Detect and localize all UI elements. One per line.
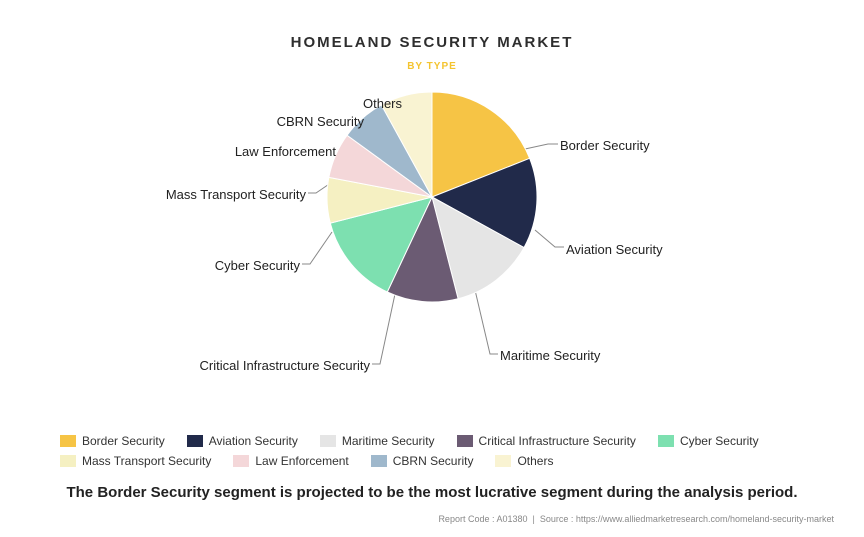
- slice-label: Others: [363, 96, 402, 111]
- legend-label: Cyber Security: [680, 434, 759, 448]
- legend-item: Mass Transport Security: [60, 454, 211, 468]
- slice-label: Border Security: [560, 138, 650, 153]
- legend-label: Mass Transport Security: [82, 454, 211, 468]
- legend-label: Border Security: [82, 434, 165, 448]
- source-label: Source :: [540, 514, 574, 524]
- source-url: https://www.alliedmarketresearch.com/hom…: [576, 514, 834, 524]
- footer: Report Code : A01380 | Source : https://…: [438, 514, 834, 524]
- legend-swatch: [233, 455, 249, 467]
- slice-label: Mass Transport Security: [166, 187, 306, 202]
- legend-item: Cyber Security: [658, 434, 759, 448]
- legend-label: Maritime Security: [342, 434, 435, 448]
- legend-swatch: [457, 435, 473, 447]
- legend-swatch: [371, 455, 387, 467]
- slice-label: Cyber Security: [215, 258, 300, 273]
- slice-label: Law Enforcement: [235, 144, 336, 159]
- legend-swatch: [658, 435, 674, 447]
- legend-item: Border Security: [60, 434, 165, 448]
- legend-swatch: [320, 435, 336, 447]
- slice-label: Critical Infrastructure Security: [200, 358, 371, 373]
- legend-item: CBRN Security: [371, 454, 474, 468]
- chart-subtitle: BY TYPE: [0, 51, 864, 72]
- slice-label: Aviation Security: [566, 242, 663, 257]
- report-code-label: Report Code :: [438, 514, 494, 524]
- leader-line: [535, 230, 564, 247]
- legend-swatch: [60, 455, 76, 467]
- legend-item: Aviation Security: [187, 434, 298, 448]
- report-code: A01380: [496, 514, 527, 524]
- legend: Border Security Aviation Security Maritime…: [60, 434, 804, 468]
- legend-item: Others: [495, 454, 553, 468]
- caption: The Border Security segment is projected…: [0, 484, 864, 501]
- chart-title: HOMELAND SECURITY MARKET: [0, 0, 864, 51]
- legend-item: Law Enforcement: [233, 454, 348, 468]
- legend-label: Critical Infrastructure Security: [479, 434, 636, 448]
- pie-chart-area: Border Security Aviation Security Maritime…: [0, 72, 864, 392]
- slice-label: Maritime Security: [500, 348, 600, 363]
- legend-item: Maritime Security: [320, 434, 435, 448]
- legend-swatch: [60, 435, 76, 447]
- legend-swatch: [495, 455, 511, 467]
- slice-label: CBRN Security: [277, 114, 364, 129]
- legend-label: Law Enforcement: [255, 454, 348, 468]
- legend-swatch: [187, 435, 203, 447]
- legend-label: Aviation Security: [209, 434, 298, 448]
- legend-item: Critical Infrastructure Security: [457, 434, 636, 448]
- legend-label: Others: [517, 454, 553, 468]
- leader-line: [372, 294, 395, 364]
- legend-label: CBRN Security: [393, 454, 474, 468]
- chart-container: HOMELAND SECURITY MARKET BY TYPE Border …: [0, 0, 864, 537]
